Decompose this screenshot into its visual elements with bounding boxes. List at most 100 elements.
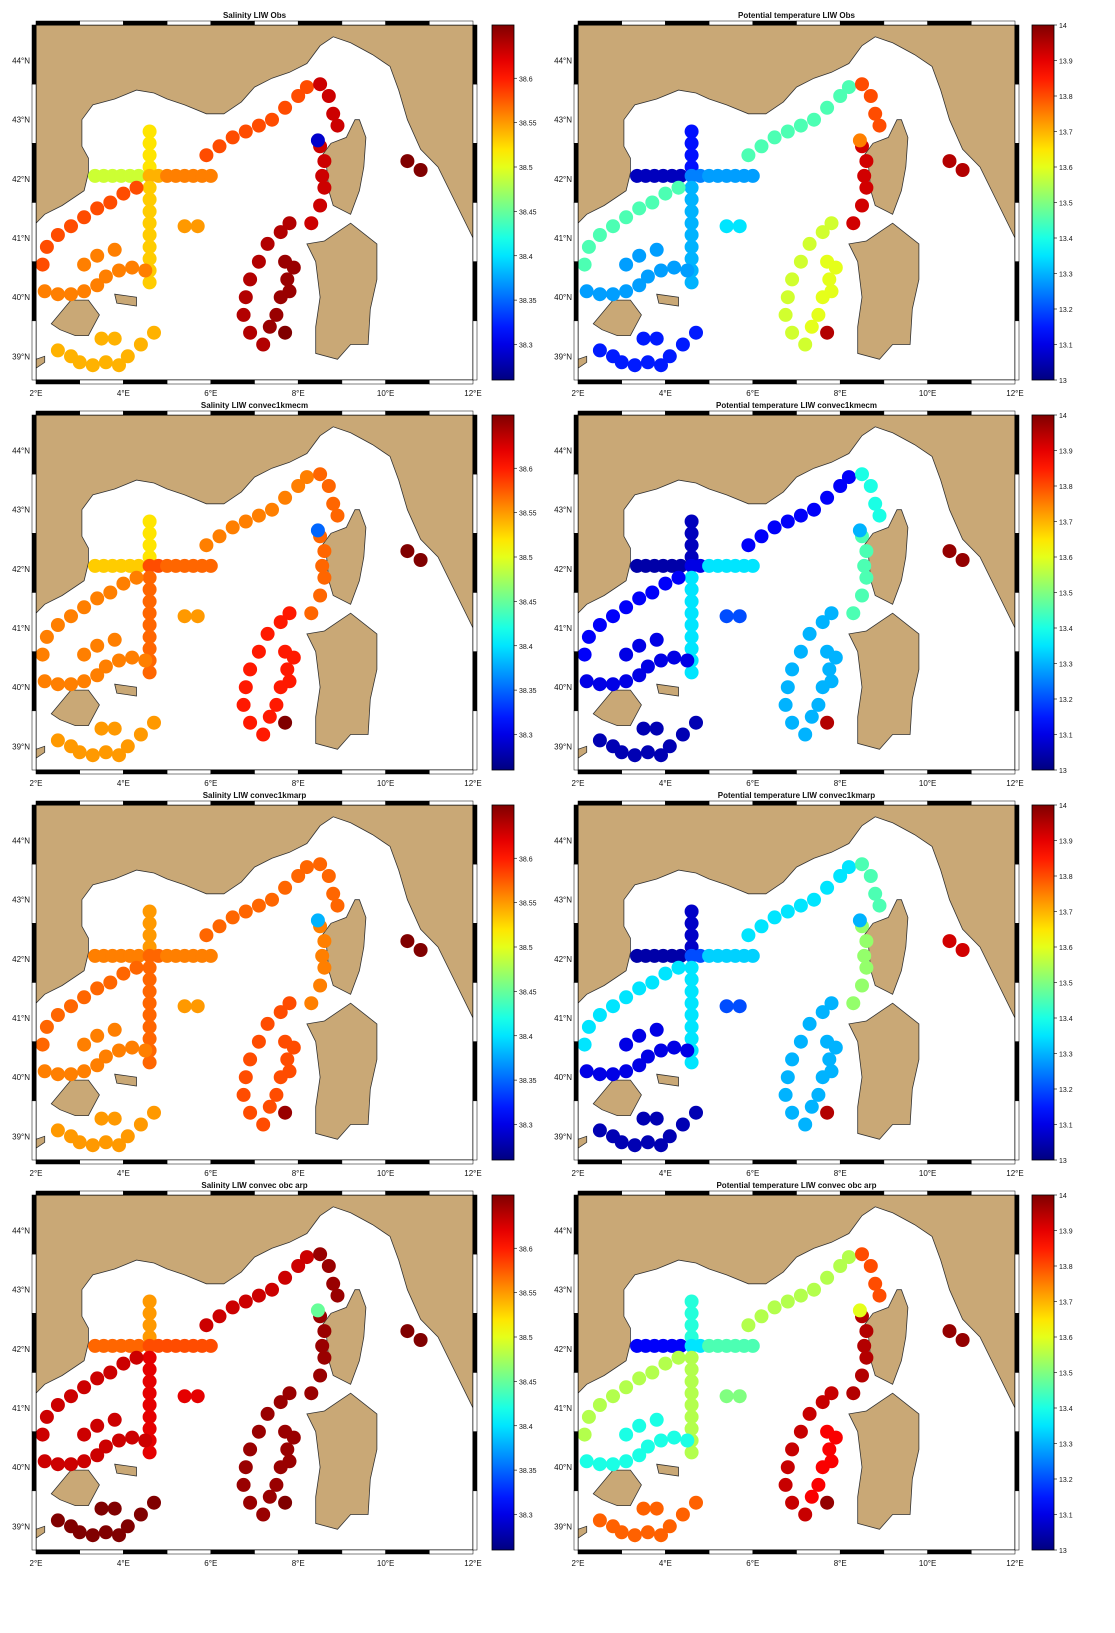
- colorbar-tick-label: 38.55: [519, 121, 537, 128]
- station-point: [614, 355, 629, 370]
- station-point: [645, 975, 660, 990]
- station-point: [684, 594, 699, 609]
- colorbar-tick-label: 13.6: [1059, 165, 1073, 172]
- panel-title: Potential temperature LIW convec obc arp: [716, 1181, 876, 1190]
- station-point: [313, 467, 328, 482]
- map-panel-2: Potential temperature LIW Obs 2°E 4°E 6°E 8°…: [554, 11, 1073, 398]
- frame-segment: [573, 24, 579, 85]
- frame-segment: [1014, 320, 1020, 381]
- colorbar-tick-label: 13.1: [1059, 733, 1073, 740]
- station-point: [138, 1433, 153, 1448]
- station-point: [77, 1064, 92, 1079]
- station-point: [280, 662, 295, 677]
- station-point: [719, 609, 734, 624]
- station-point: [260, 236, 275, 251]
- frame-segment: [927, 410, 972, 416]
- station-point: [310, 133, 325, 148]
- station-point: [142, 192, 157, 207]
- colorbar-gradient: [1031, 1194, 1055, 1551]
- frame-segment: [472, 710, 478, 771]
- station-point: [841, 1250, 856, 1265]
- station-point: [269, 697, 284, 712]
- station-layer: [578, 77, 970, 373]
- colorbar-tick-label: 38.45: [519, 989, 537, 996]
- ibiza: [36, 355, 46, 369]
- station-point: [260, 1406, 275, 1421]
- colorbar-tick-label: 38.45: [519, 1379, 537, 1386]
- station-point: [251, 254, 266, 269]
- frame-segment: [341, 1159, 386, 1165]
- station-point: [129, 960, 144, 975]
- station-point: [317, 1324, 332, 1339]
- ibiza: [36, 745, 46, 759]
- station-point: [203, 558, 218, 573]
- frame-segment: [472, 83, 478, 144]
- station-point: [684, 996, 699, 1011]
- x-tick-label: 10°E: [919, 779, 936, 788]
- station-point: [326, 106, 341, 121]
- station-point: [251, 1288, 266, 1303]
- station-point: [684, 665, 699, 680]
- frame-segment: [31, 143, 37, 203]
- station-point: [833, 1259, 848, 1273]
- station-point: [238, 904, 253, 919]
- station-point: [90, 1058, 105, 1073]
- station-point: [39, 629, 54, 644]
- station-point: [671, 180, 686, 195]
- frame-segment: [927, 800, 972, 806]
- frame-segment: [927, 1549, 972, 1555]
- station-point: [278, 715, 293, 730]
- frame-segment: [573, 1490, 579, 1551]
- station-point: [77, 210, 92, 225]
- station-point: [177, 1389, 192, 1404]
- station-point: [103, 1365, 118, 1380]
- station-point: [824, 606, 839, 621]
- y-tick-label: 40°N: [554, 1073, 572, 1082]
- station-point: [142, 1445, 157, 1460]
- station-point: [684, 1350, 699, 1365]
- station-point: [116, 186, 131, 201]
- frame-segment: [166, 410, 212, 416]
- station-point: [273, 615, 288, 630]
- colorbar-gradient: [491, 804, 515, 1161]
- frame-segment: [839, 1190, 885, 1196]
- frame-segment: [577, 769, 622, 775]
- frame-segment: [341, 769, 386, 775]
- map-frame: [31, 800, 478, 1165]
- frame-segment: [621, 379, 666, 385]
- y-tick-label: 44°N: [12, 837, 30, 846]
- frame-segment: [31, 320, 37, 381]
- station-point: [684, 1421, 699, 1436]
- station-point: [684, 629, 699, 644]
- station-point: [606, 677, 620, 692]
- station-point: [675, 1507, 690, 1522]
- station-point: [64, 1067, 78, 1082]
- station-point: [310, 913, 325, 928]
- map-frame: [573, 20, 1020, 385]
- frame-segment: [341, 379, 386, 385]
- station-point: [265, 892, 279, 907]
- station-point: [627, 358, 642, 373]
- land-layer: [36, 805, 473, 1149]
- station-point: [855, 198, 869, 213]
- station-point: [256, 727, 271, 742]
- y-tick-label: 43°N: [554, 896, 572, 905]
- station-point: [619, 1454, 634, 1469]
- station-point: [142, 239, 157, 254]
- station-point: [824, 1454, 839, 1469]
- station-point: [863, 89, 878, 103]
- x-tick-label: 6°E: [204, 389, 217, 398]
- frame-segment: [31, 1253, 37, 1314]
- colorbar: 38.3 38.35 38.4 38.45 38.5 38.55 38.6: [491, 1194, 537, 1551]
- frame-segment: [883, 1159, 928, 1165]
- station-point: [684, 1031, 699, 1046]
- frame-segment: [752, 1190, 797, 1196]
- station-point: [251, 644, 266, 659]
- frame-segment: [971, 800, 1016, 806]
- station-point: [321, 869, 336, 883]
- station-point: [282, 1064, 297, 1079]
- station-point: [680, 1433, 695, 1448]
- frame-segment: [708, 769, 754, 775]
- colorbar-tick-label: 38.55: [519, 511, 537, 518]
- station-point: [90, 591, 105, 606]
